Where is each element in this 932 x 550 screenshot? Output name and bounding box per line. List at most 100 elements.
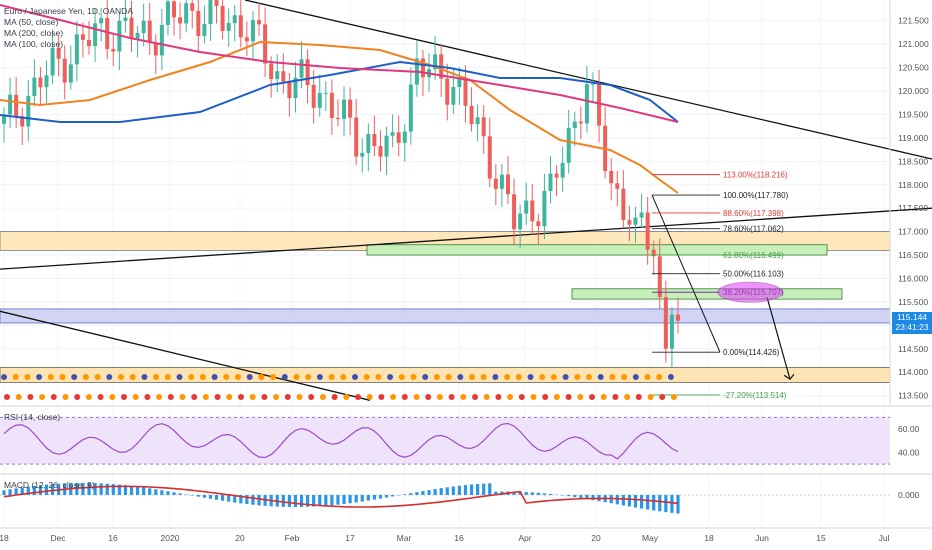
macd-histogram-bar <box>166 491 170 495</box>
macd-histogram-bar <box>542 493 547 495</box>
macd-histogram-bar <box>579 494 583 499</box>
macd-histogram-bar <box>142 487 146 495</box>
macd-histogram-bar <box>366 494 370 501</box>
price-tick-label: 114.000 <box>898 367 928 377</box>
candle-body <box>433 54 438 70</box>
event-marker <box>12 374 19 380</box>
macd-histogram-bar <box>591 494 595 501</box>
candle-body <box>548 173 553 191</box>
candle-body <box>190 3 195 11</box>
event-marker <box>355 394 361 400</box>
candle-body <box>32 77 37 97</box>
candle-body <box>220 5 225 31</box>
event-marker <box>387 374 394 380</box>
macd-histogram-bar <box>336 494 340 505</box>
event-marker <box>492 374 499 380</box>
event-marker <box>612 394 619 400</box>
time-tick-label: 20 <box>235 533 245 543</box>
event-marker <box>504 374 511 380</box>
time-axis: 18 Dec 16 2020 20 Feb 17 Mar 16 Apr 20 May 18 Jun 15 Ju… <box>0 527 932 543</box>
macd-histogram-bar <box>306 494 310 507</box>
candle-body <box>572 121 577 128</box>
macd-histogram-bar <box>518 491 522 495</box>
countdown: 23:41:23 <box>895 322 929 332</box>
rsi-pane: 40.00 60.00 <box>0 405 932 465</box>
macd-histogram-bar <box>287 494 291 507</box>
candle-body <box>44 75 49 88</box>
fib-label: 0.00%(114.426) <box>723 348 780 357</box>
ma50-legend[interactable]: MA (50, close) <box>4 17 59 27</box>
candle-body <box>129 17 134 39</box>
candle-body <box>281 71 286 82</box>
event-marker <box>1 374 7 380</box>
rsi-legend[interactable]: RSI (14, close) <box>4 412 61 422</box>
event-marker <box>47 374 54 380</box>
macd-histogram-bar <box>233 494 237 503</box>
macd-histogram-bar <box>227 494 231 502</box>
candle-body <box>8 94 13 115</box>
price-tick-label: 118.500 <box>898 156 928 166</box>
macd-histogram-bar <box>530 492 534 495</box>
event-marker <box>363 374 370 380</box>
macd-histogram-bar <box>457 485 462 495</box>
candle-body <box>250 20 255 42</box>
event-marker <box>632 374 639 380</box>
price-axis: 113.500114.000114.500115.000115.500116.0… <box>889 0 929 405</box>
event-marker <box>472 394 478 400</box>
event-marker <box>62 394 69 400</box>
event-marker <box>542 394 549 400</box>
candle-body <box>68 64 73 83</box>
macd-histogram-bar <box>208 494 213 499</box>
ma100-legend[interactable]: MA (100, close) <box>4 39 64 49</box>
ascending-trendline <box>0 207 932 270</box>
macd-histogram-bar <box>99 483 103 495</box>
symbol-title[interactable]: Euro / Japanese Yen, 1D, OANDA <box>4 6 133 16</box>
event-marker <box>515 374 522 380</box>
macd-histogram-bar <box>330 494 334 506</box>
event-marker <box>574 374 581 380</box>
event-marker <box>659 394 666 400</box>
event-marker <box>445 374 452 380</box>
event-marker <box>156 394 163 400</box>
macd-histogram-bar <box>135 486 140 495</box>
macd-histogram-bar <box>567 494 571 497</box>
event-marker <box>577 394 584 400</box>
time-tick-label: 15 <box>816 533 826 543</box>
candle-body <box>493 178 498 189</box>
event-marker <box>539 374 546 380</box>
candle-body <box>542 190 547 227</box>
macd-histogram-bar <box>384 494 389 498</box>
event-marker <box>141 374 148 380</box>
rsi-tick-label: 60.00 <box>898 424 920 434</box>
event-marker <box>550 374 557 380</box>
macd-legend[interactable]: MACD (12, 26, close, 9) <box>4 480 95 490</box>
candle-body <box>147 20 152 43</box>
event-marker <box>211 374 218 380</box>
price-tick-label: 116.500 <box>898 250 928 260</box>
candle-body <box>645 212 650 250</box>
event-marker <box>647 394 654 400</box>
macd-histogram-bar <box>312 494 316 507</box>
ma200-legend[interactable]: MA (200, close) <box>4 28 64 38</box>
candle-body <box>396 132 401 143</box>
event-marker <box>109 394 116 400</box>
candle-body <box>263 24 268 64</box>
macd-histogram-bar <box>184 494 188 495</box>
event-marker <box>316 374 323 380</box>
moving-averages <box>0 4 679 194</box>
macd-histogram-bar <box>658 494 662 512</box>
candle-body <box>335 118 340 120</box>
candle-body <box>93 23 98 47</box>
event-marker <box>71 374 78 380</box>
macd-histogram-bar <box>148 488 152 495</box>
event-marker <box>328 374 335 380</box>
candle-body <box>56 47 61 59</box>
event-marker <box>164 374 171 380</box>
candle-body <box>172 1 177 18</box>
macd-histogram-bar <box>482 483 486 495</box>
candle-body <box>165 1 170 25</box>
event-marker <box>293 374 300 380</box>
blue-zone <box>0 308 891 324</box>
fib-label: 100.00%(117.780) <box>723 191 789 200</box>
